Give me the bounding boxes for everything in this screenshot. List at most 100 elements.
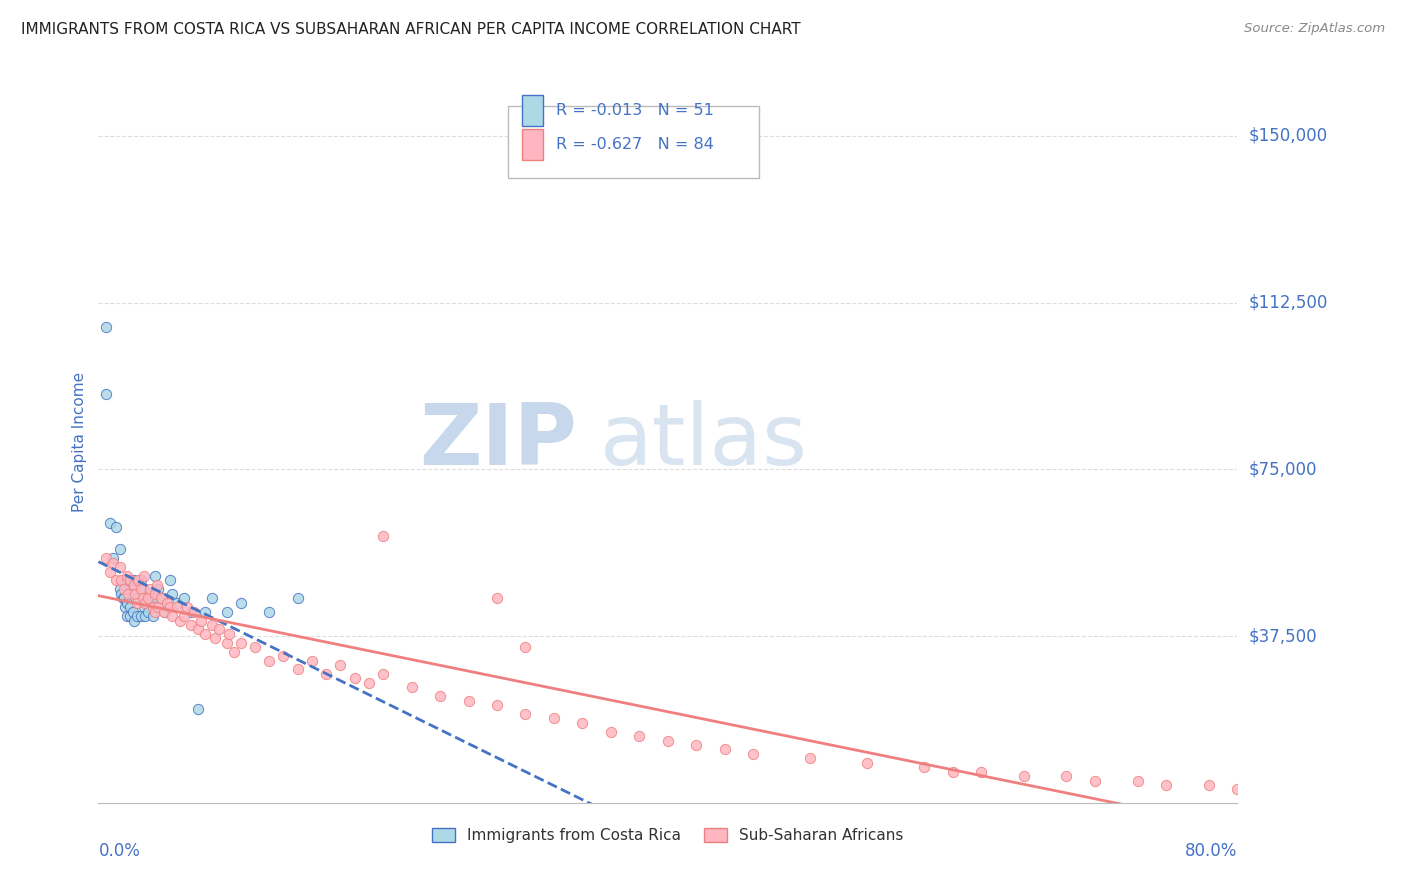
Point [187, 702, 209, 716]
Text: $37,500: $37,500 [1249, 627, 1317, 645]
Point [329, 657, 352, 672]
Point [122, 574, 145, 588]
Point [98, 565, 121, 579]
Point [94, 386, 117, 401]
Point [114, 600, 136, 615]
Point [155, 605, 177, 619]
Point [201, 591, 224, 606]
Point [117, 587, 139, 601]
Point [215, 605, 238, 619]
Point [136, 587, 159, 601]
Point [1056, 769, 1078, 783]
Point [134, 609, 156, 624]
Point [139, 591, 162, 606]
Text: 0.0%: 0.0% [98, 842, 141, 860]
Point [108, 542, 131, 557]
Point [215, 636, 238, 650]
Point [259, 653, 281, 667]
Point [150, 591, 173, 606]
Point [176, 600, 198, 615]
Point [145, 605, 167, 619]
Point [1154, 778, 1177, 792]
Point [315, 666, 337, 681]
Point [117, 574, 139, 588]
Point [1012, 769, 1035, 783]
Point [169, 614, 191, 628]
Point [110, 574, 132, 588]
Point [162, 587, 184, 601]
Point [429, 689, 451, 703]
Point [118, 609, 141, 624]
Point [173, 591, 195, 606]
Point [204, 632, 226, 646]
Point [110, 587, 132, 601]
Text: $112,500: $112,500 [1249, 293, 1327, 311]
Text: $75,000: $75,000 [1249, 460, 1317, 478]
Point [287, 662, 309, 676]
Point [457, 693, 479, 707]
Point [134, 596, 156, 610]
Point [159, 574, 181, 588]
FancyBboxPatch shape [522, 95, 543, 126]
Point [273, 649, 295, 664]
Point [259, 605, 281, 619]
Text: atlas: atlas [599, 400, 807, 483]
Point [101, 551, 124, 566]
Point [714, 742, 737, 756]
Point [131, 591, 153, 606]
Point [122, 614, 145, 628]
Point [129, 609, 152, 624]
Text: Source: ZipAtlas.com: Source: ZipAtlas.com [1244, 22, 1385, 36]
Point [515, 640, 537, 655]
Text: IMMIGRANTS FROM COSTA RICA VS SUBSAHARAN AFRICAN PER CAPITA INCOME CORRELATION C: IMMIGRANTS FROM COSTA RICA VS SUBSAHARAN… [21, 22, 800, 37]
Point [112, 582, 135, 597]
Point [1226, 782, 1249, 797]
Point [357, 675, 380, 690]
Point [153, 605, 176, 619]
Point [628, 729, 651, 743]
Point [1126, 773, 1149, 788]
Point [152, 591, 174, 606]
Point [243, 640, 266, 655]
Point [373, 529, 395, 543]
Point [145, 587, 167, 601]
Point [122, 578, 145, 592]
Point [600, 724, 623, 739]
Point [108, 560, 131, 574]
Point [229, 636, 252, 650]
Point [942, 764, 965, 779]
Point [146, 578, 169, 592]
Point [187, 623, 209, 637]
Point [301, 653, 323, 667]
Point [131, 582, 153, 597]
Point [183, 605, 205, 619]
Text: $150,000: $150,000 [1249, 127, 1327, 145]
Point [190, 614, 212, 628]
Point [1198, 778, 1220, 792]
Point [343, 671, 366, 685]
Point [94, 551, 117, 566]
Point [129, 582, 152, 597]
Point [121, 605, 143, 619]
Point [132, 600, 155, 615]
Y-axis label: Per Capita Income: Per Capita Income [72, 371, 87, 512]
Point [194, 605, 217, 619]
Point [543, 711, 565, 725]
Point [912, 760, 935, 774]
Point [112, 591, 135, 606]
Point [166, 600, 188, 615]
Point [120, 582, 142, 597]
Point [104, 574, 127, 588]
Point [118, 600, 141, 615]
Point [159, 600, 181, 615]
Point [401, 680, 423, 694]
Point [115, 609, 138, 624]
Point [101, 556, 124, 570]
Point [132, 569, 155, 583]
Point [141, 600, 163, 615]
FancyBboxPatch shape [522, 129, 543, 160]
Point [486, 698, 509, 712]
Point [515, 706, 537, 721]
Point [970, 764, 993, 779]
Point [94, 320, 117, 334]
